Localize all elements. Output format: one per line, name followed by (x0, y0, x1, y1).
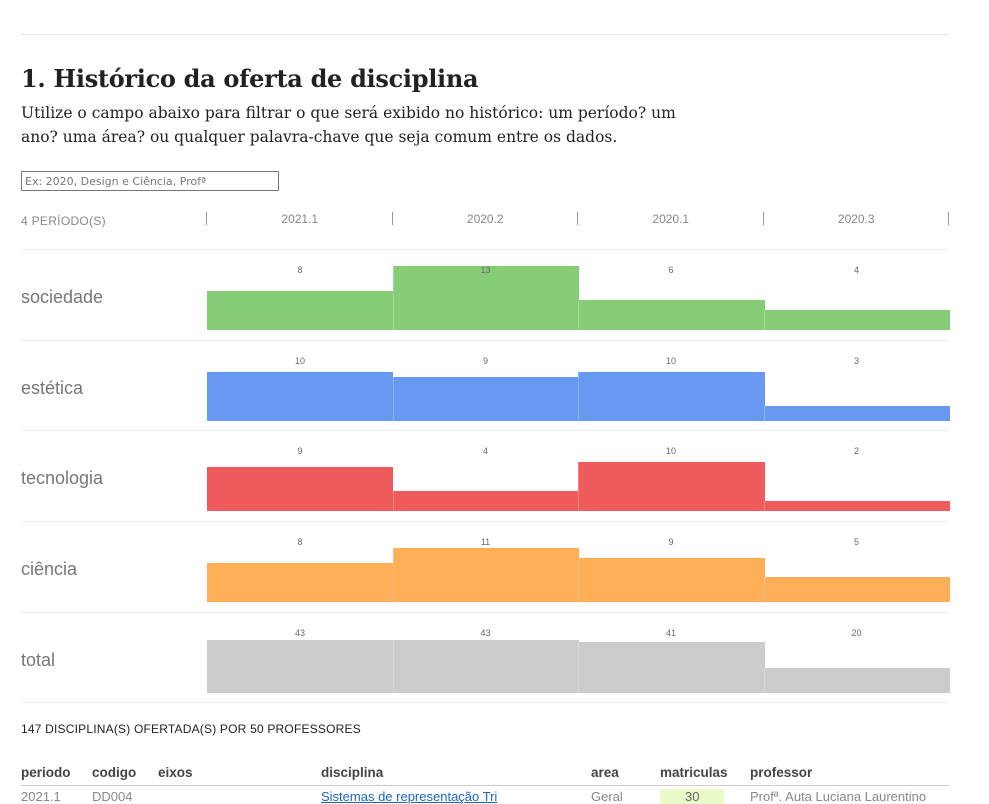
bar-sociedade-2021-1[interactable] (207, 291, 393, 330)
bar-ciencia-2020-2[interactable] (392, 548, 579, 602)
filter-input[interactable] (21, 171, 279, 191)
bar-value-label: 43 (480, 628, 491, 638)
bar-value-label: 4 (853, 265, 859, 275)
row-divider (21, 430, 949, 431)
intro-text: Utilize o campo abaixo para filtrar o qu… (21, 104, 676, 146)
bar-estetica-2021-1[interactable] (207, 372, 393, 421)
period-tick (577, 212, 578, 225)
bar-value-label: 6 (668, 265, 674, 275)
bar-value-label: 4 (482, 446, 488, 456)
period-tick (206, 212, 207, 225)
bar-sociedade-2020-3[interactable] (763, 310, 950, 330)
row-label-tecnologia: tecnologia (21, 468, 104, 488)
column-header-eixos[interactable]: eixos (158, 765, 193, 780)
column-header-periodo[interactable]: periodo (21, 765, 71, 780)
summary-text: 147 DISCIPLINA(S) OFERTADA(S) POR 50 PRO… (21, 722, 361, 736)
bar-estetica-2020-3[interactable] (763, 406, 950, 421)
period-header-2020-2[interactable]: 2020.2 (466, 212, 504, 226)
column-header-disciplina[interactable]: disciplina (321, 765, 384, 780)
top-divider (21, 34, 949, 35)
bar-value-label: 20 (851, 628, 862, 638)
bar-ciencia-2020-3[interactable] (763, 577, 950, 602)
period-tick (948, 212, 949, 225)
bar-total-2020-2[interactable] (392, 640, 579, 693)
row-divider (21, 521, 949, 522)
row-divider (21, 249, 949, 250)
bar-ciencia-2020-1[interactable] (578, 558, 765, 602)
period-header-2020-3[interactable]: 2020.3 (837, 212, 875, 226)
column-header-area[interactable]: area (591, 765, 619, 780)
bar-value-label: 10 (665, 446, 676, 456)
bar-value-label: 13 (480, 265, 491, 275)
bar-value-label: 9 (668, 537, 674, 547)
column-header-professor[interactable]: professor (750, 765, 813, 780)
bar-value-label: 11 (480, 537, 491, 547)
period-header-2020-1[interactable]: 2020.1 (652, 212, 690, 226)
bar-value-label: 10 (665, 356, 676, 366)
bar-value-label: 5 (853, 537, 859, 547)
bar-total-2021-1[interactable] (207, 640, 393, 693)
bar-ciencia-2021-1[interactable] (207, 563, 393, 602)
bar-estetica-2020-1[interactable] (578, 372, 765, 421)
bar-value-label: 9 (297, 446, 303, 456)
period-tick (391, 212, 393, 225)
column-header-codigo[interactable]: codigo (92, 765, 137, 780)
row-label-sociedade: sociedade (21, 287, 104, 307)
bar-tecnologia-2020-3[interactable] (763, 501, 950, 511)
bar-total-2020-3[interactable] (763, 668, 950, 693)
bar-sociedade-2020-1[interactable] (578, 300, 765, 330)
bar-value-label: 3 (853, 356, 859, 366)
row-divider (21, 702, 949, 703)
bar-estetica-2020-2[interactable] (392, 377, 579, 421)
period-count: 4 PERÍODO(S) (21, 214, 106, 228)
page-title: 1. Histórico da oferta de disciplina (21, 64, 479, 93)
bar-value-label: 41 (665, 628, 676, 638)
row-divider (21, 340, 949, 341)
column-header-matriculas[interactable]: matriculas (660, 765, 728, 780)
row-label-ciencia: ciência (21, 559, 78, 579)
row-divider (21, 612, 949, 613)
bar-value-label: 10 (294, 356, 305, 366)
bar-value-label: 2 (853, 446, 859, 456)
bar-sociedade-2020-2[interactable] (392, 266, 579, 330)
period-header-2021-1[interactable]: 2021.1 (281, 212, 319, 226)
bar-value-label: 8 (297, 537, 303, 547)
bar-tecnologia-2021-1[interactable] (207, 467, 393, 511)
bar-value-label: 43 (294, 628, 305, 638)
row-label-total: total (21, 650, 56, 670)
period-tick (762, 212, 764, 225)
row-label-estetica: estética (21, 378, 84, 398)
bar-tecnologia-2020-1[interactable] (578, 462, 765, 511)
bar-value-label: 8 (297, 265, 303, 275)
bar-tecnologia-2020-2[interactable] (392, 491, 579, 511)
table-header-divider (21, 785, 949, 786)
bar-value-label: 9 (482, 356, 488, 366)
bar-total-2020-1[interactable] (578, 642, 765, 693)
